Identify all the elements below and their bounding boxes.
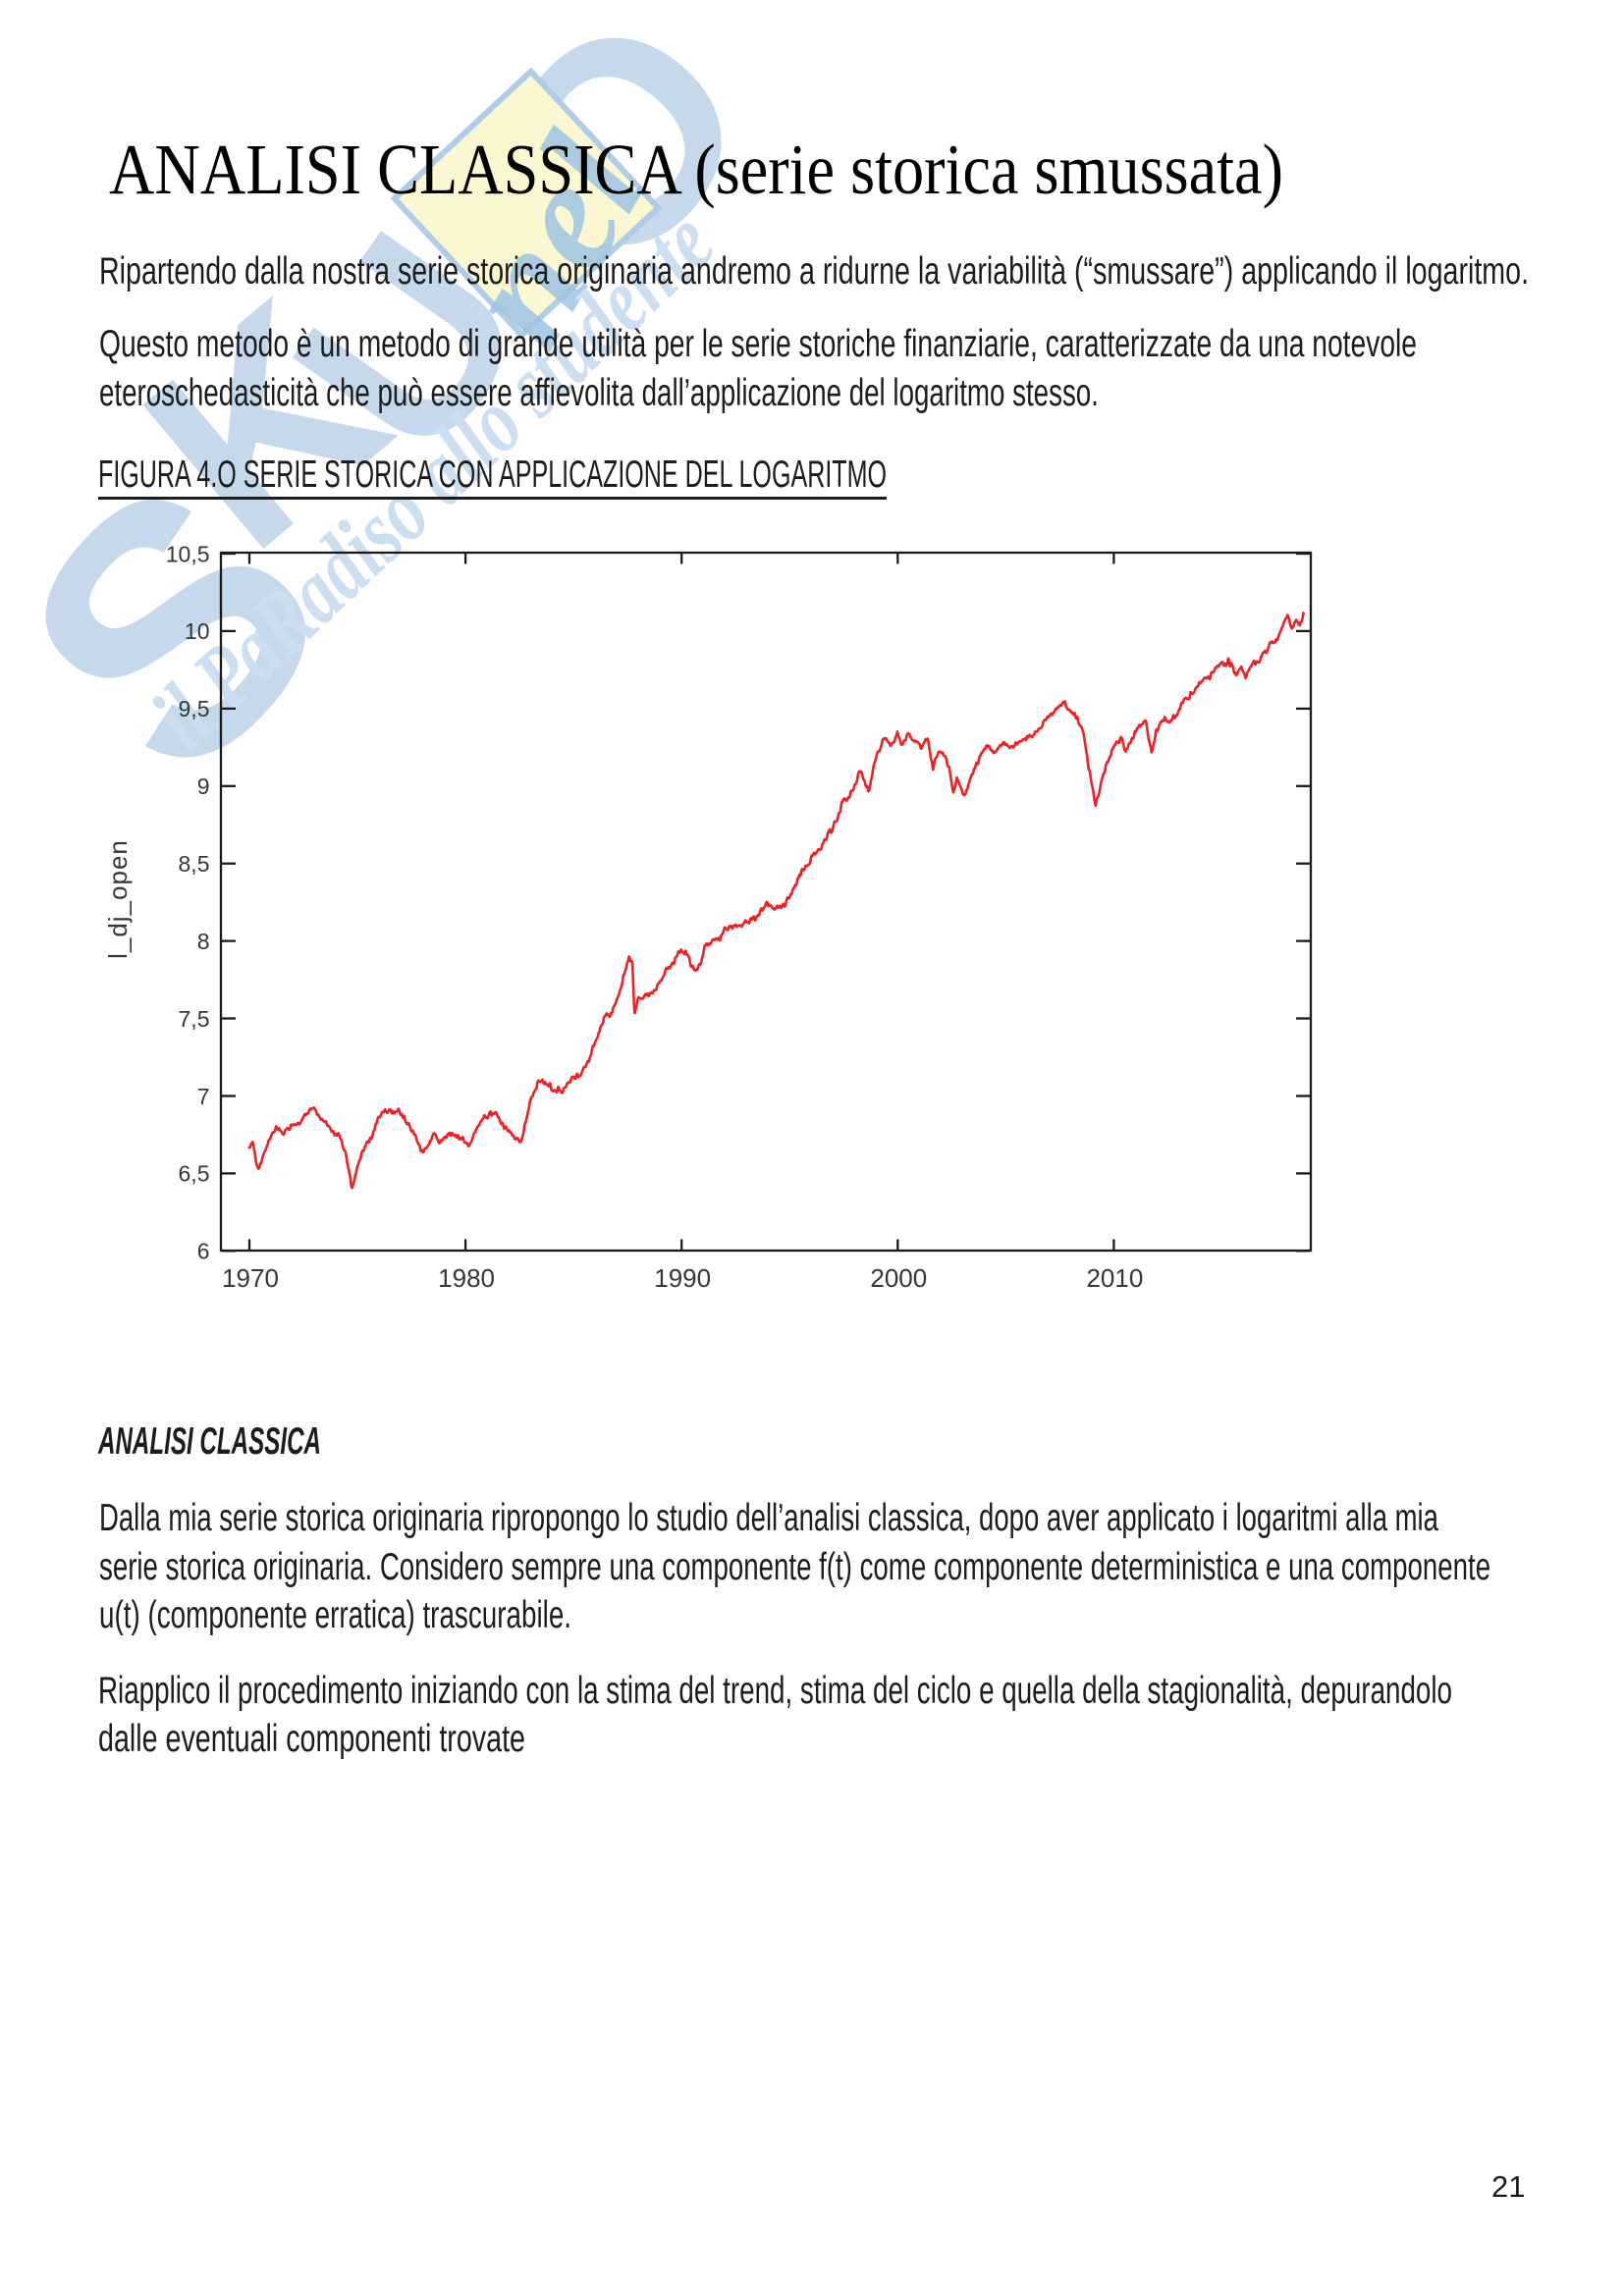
svg-text:9: 9: [197, 774, 210, 799]
svg-text:7: 7: [197, 1084, 210, 1109]
svg-text:8: 8: [197, 929, 210, 954]
svg-text:1980: 1980: [438, 1263, 495, 1293]
svg-text:6: 6: [197, 1239, 210, 1264]
svg-text:10: 10: [185, 618, 210, 644]
svg-text:1970: 1970: [222, 1263, 279, 1293]
svg-text:2000: 2000: [870, 1263, 927, 1293]
svg-text:10,5: 10,5: [166, 541, 210, 566]
svg-text:l_dj_open: l_dj_open: [103, 839, 133, 959]
svg-text:9,5: 9,5: [179, 696, 210, 721]
svg-text:6,5: 6,5: [179, 1161, 210, 1187]
svg-text:7,5: 7,5: [179, 1006, 210, 1032]
svg-text:2010: 2010: [1086, 1263, 1143, 1293]
svg-text:1990: 1990: [654, 1263, 711, 1293]
svg-text:8,5: 8,5: [179, 851, 210, 877]
